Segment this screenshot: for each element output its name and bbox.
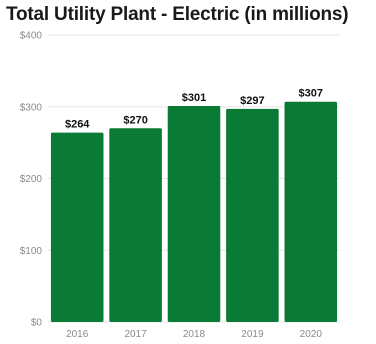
chart-title: Total Utility Plant - Electric (in milli…: [6, 4, 349, 25]
y-tick-label: $100: [20, 246, 43, 257]
x-tick-label: 2017: [124, 329, 147, 340]
data-label: $297: [240, 95, 264, 107]
y-tick-label: $400: [20, 31, 43, 42]
y-tick-label: $0: [31, 318, 43, 329]
y-axis-ticks: $0 $100 $200 $300 $400: [20, 31, 43, 329]
data-label: $270: [123, 114, 147, 126]
bars: [50, 101, 338, 322]
x-tick-label: 2019: [241, 329, 264, 340]
bar: [284, 101, 338, 322]
data-labels: $264 $270 $301 $297 $307: [65, 88, 323, 131]
bar: [167, 106, 221, 322]
bar: [226, 108, 279, 322]
data-label: $301: [182, 92, 206, 104]
data-label: $264: [65, 119, 90, 131]
x-axis-ticks: 2016 2017 2018 2019 2020: [66, 329, 322, 340]
bar: [50, 132, 104, 322]
data-label: $307: [299, 88, 323, 100]
x-tick-label: 2018: [183, 329, 206, 340]
bar: [109, 128, 162, 322]
y-tick-label: $200: [20, 174, 43, 185]
x-tick-label: 2020: [300, 329, 323, 340]
x-tick-label: 2016: [66, 329, 89, 340]
y-tick-label: $300: [20, 102, 43, 113]
